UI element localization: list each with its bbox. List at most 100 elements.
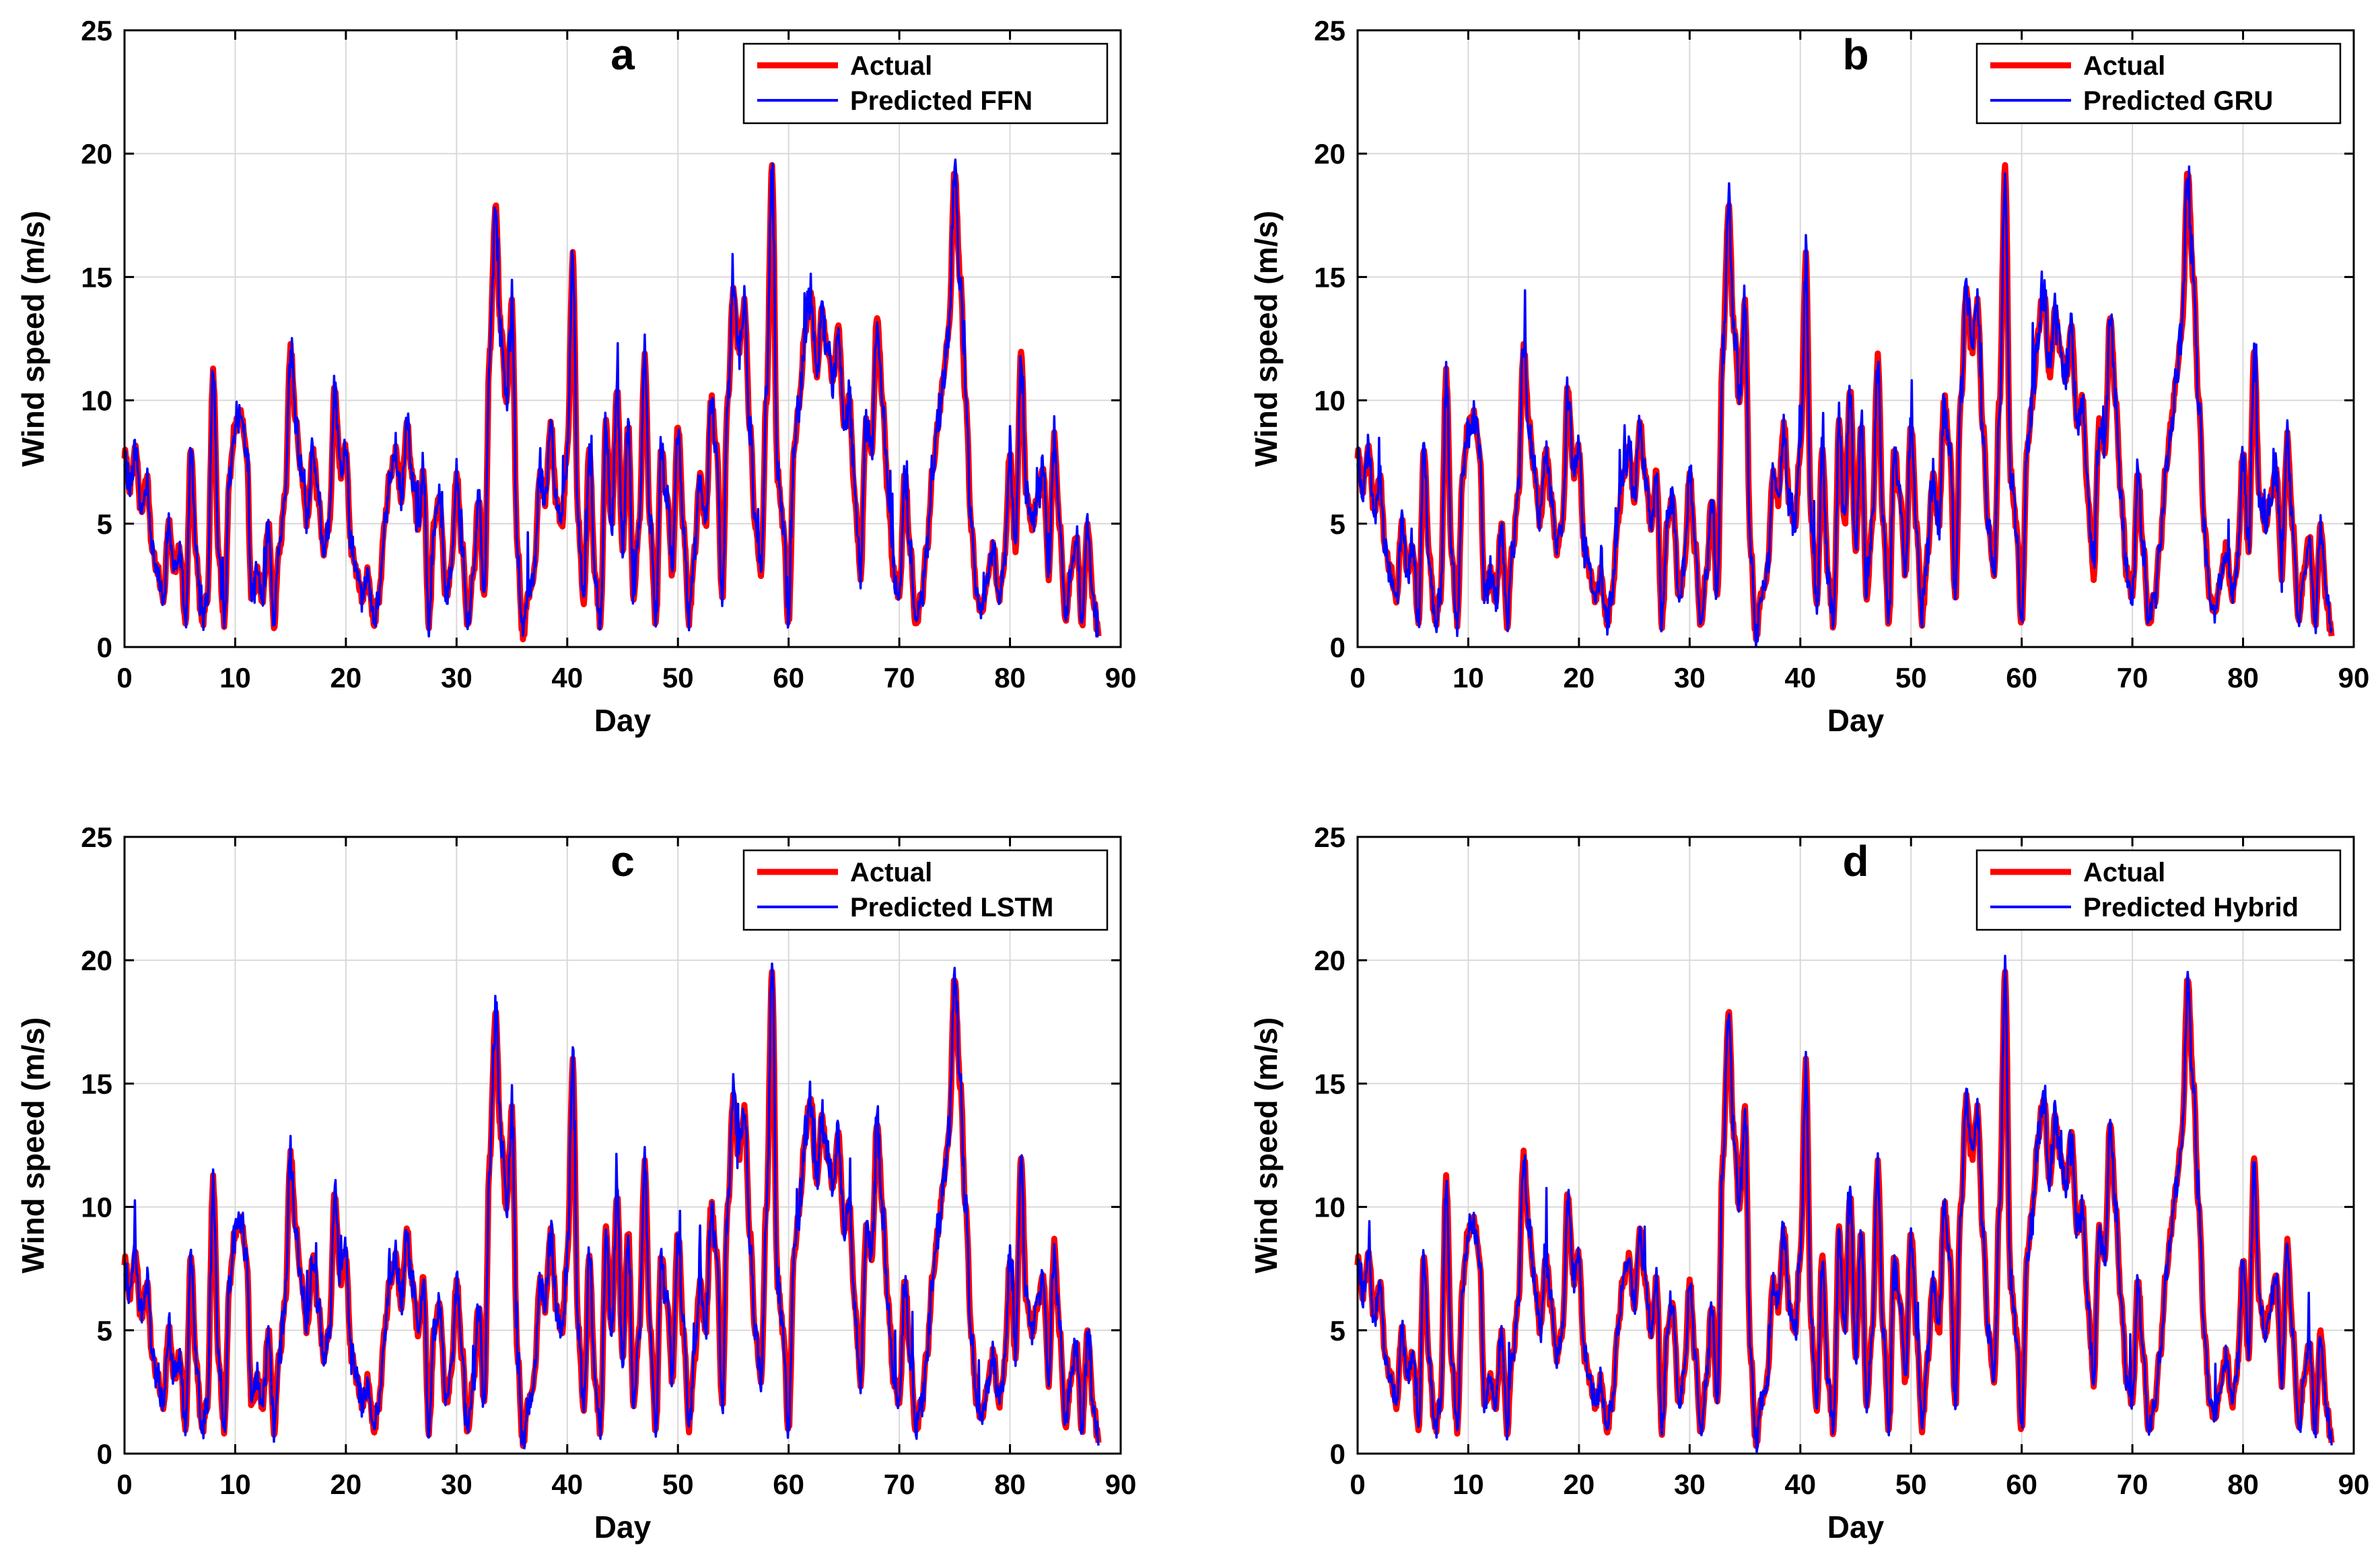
x-tick-label: 90 bbox=[2338, 1468, 2370, 1500]
x-tick-label: 70 bbox=[2117, 1468, 2148, 1500]
y-tick-label: 15 bbox=[81, 1068, 112, 1099]
y-tick-label: 10 bbox=[81, 385, 112, 417]
x-tick-label: 60 bbox=[773, 1468, 804, 1500]
x-tick-label: 60 bbox=[773, 662, 804, 693]
y-tick-label: 10 bbox=[1314, 385, 1345, 417]
y-tick-label: 20 bbox=[81, 138, 112, 170]
y-tick-label: 0 bbox=[97, 1438, 112, 1470]
y-tick-label: 25 bbox=[81, 15, 112, 46]
x-tick-label: 40 bbox=[551, 1468, 583, 1500]
x-axis-title: Day bbox=[594, 703, 652, 738]
x-axis-title: Day bbox=[1827, 1510, 1885, 1545]
y-tick-label: 25 bbox=[81, 821, 112, 853]
y-tick-label: 0 bbox=[1330, 632, 1345, 663]
y-axis-title: Wind speed (m/s) bbox=[15, 1017, 50, 1273]
x-tick-label: 80 bbox=[994, 1468, 1026, 1500]
legend-box bbox=[1975, 42, 2342, 125]
x-tick-label: 0 bbox=[116, 1468, 132, 1500]
x-tick-label: 30 bbox=[441, 1468, 473, 1500]
y-tick-label: 15 bbox=[81, 261, 112, 293]
legend-label-actual: Actual bbox=[850, 51, 932, 81]
x-tick-label: 0 bbox=[1350, 662, 1365, 693]
x-tick-label: 10 bbox=[1452, 662, 1484, 693]
legend-label-predicted: Predicted GRU bbox=[2083, 86, 2273, 116]
x-tick-label: 70 bbox=[884, 662, 915, 693]
x-tick-label: 80 bbox=[2227, 1468, 2259, 1500]
legend-label-predicted: Predicted LSTM bbox=[850, 893, 1053, 922]
x-tick-label: 0 bbox=[116, 662, 132, 693]
x-tick-label: 30 bbox=[441, 662, 473, 693]
panel-label: b bbox=[1842, 30, 1868, 79]
x-tick-label: 30 bbox=[1674, 662, 1706, 693]
x-tick-label: 80 bbox=[2227, 662, 2259, 693]
x-tick-label: 60 bbox=[2006, 1468, 2037, 1500]
axes-frame bbox=[123, 29, 1122, 648]
series-line-predicted bbox=[1356, 165, 2333, 648]
panel-label: c bbox=[610, 837, 635, 885]
legend: Actual Predicted FFN bbox=[742, 42, 1109, 125]
series-line-predicted bbox=[123, 158, 1099, 638]
x-tick-label: 70 bbox=[884, 1468, 915, 1500]
x-tick-label: 40 bbox=[1784, 662, 1816, 693]
series-line-predicted bbox=[123, 962, 1100, 1450]
legend-box bbox=[1975, 849, 2342, 931]
x-tick-label: 40 bbox=[551, 662, 583, 693]
panel-b: 0 10 20 30 40 50 60 70 80 90 0 5 10 15 20 25 Day Wind spe… bbox=[1249, 15, 2369, 738]
x-tick-label: 70 bbox=[2117, 662, 2148, 693]
y-tick-label: 10 bbox=[81, 1192, 112, 1223]
x-tick-label: 0 bbox=[1350, 1468, 1365, 1500]
y-tick-label: 20 bbox=[81, 945, 112, 976]
panel-label: a bbox=[610, 30, 635, 79]
legend: Actual Predicted GRU bbox=[1975, 42, 2342, 125]
x-tick-label: 90 bbox=[1105, 1468, 1137, 1500]
x-tick-label: 10 bbox=[219, 1468, 251, 1500]
x-tick-label: 20 bbox=[330, 662, 362, 693]
legend-label-predicted: Predicted FFN bbox=[850, 86, 1032, 116]
series-line-predicted bbox=[1356, 954, 2333, 1453]
x-axis-title: Day bbox=[1827, 703, 1885, 738]
legend: Actual Predicted Hybrid bbox=[1975, 849, 2342, 931]
x-tick-label: 60 bbox=[2006, 662, 2037, 693]
x-tick-label: 20 bbox=[1564, 1468, 1595, 1500]
x-tick-label: 80 bbox=[994, 662, 1026, 693]
y-tick-label: 20 bbox=[1314, 945, 1345, 976]
x-tick-label: 40 bbox=[1784, 1468, 1816, 1500]
x-tick-label: 90 bbox=[2338, 662, 2370, 693]
y-tick-label: 5 bbox=[97, 508, 112, 540]
x-tick-label: 10 bbox=[219, 662, 251, 693]
x-tick-label: 20 bbox=[330, 1468, 362, 1500]
axes-frame bbox=[1356, 836, 2355, 1455]
y-tick-label: 20 bbox=[1314, 138, 1345, 170]
x-tick-label: 20 bbox=[1564, 662, 1595, 693]
axes-frame bbox=[123, 836, 1122, 1455]
x-tick-label: 90 bbox=[1105, 662, 1137, 693]
legend-box bbox=[742, 849, 1109, 931]
y-axis-title: Wind speed (m/s) bbox=[1249, 1017, 1284, 1273]
x-tick-label: 30 bbox=[1674, 1468, 1706, 1500]
y-axis-title: Wind speed (m/s) bbox=[1249, 211, 1284, 467]
y-tick-label: 5 bbox=[1330, 508, 1345, 540]
legend: Actual Predicted LSTM bbox=[742, 849, 1109, 931]
x-tick-label: 50 bbox=[662, 662, 694, 693]
panel-d: 0 10 20 30 40 50 60 70 80 90 0 5 10 15 20 25 Day Wind spe… bbox=[1249, 821, 2369, 1545]
panel-c: 0 10 20 30 40 50 60 70 80 90 0 5 10 15 20 25 Day Wind spe… bbox=[15, 821, 1136, 1545]
x-tick-label: 50 bbox=[662, 1468, 694, 1500]
y-tick-label: 0 bbox=[1330, 1438, 1345, 1470]
panel-a: 0 10 20 30 40 50 60 70 80 90 0 5 10 15 20 25 Day Wind spe… bbox=[15, 15, 1136, 738]
legend-label-predicted: Predicted Hybrid bbox=[2083, 893, 2299, 922]
legend-label-actual: Actual bbox=[850, 858, 932, 887]
y-axis-title: Wind speed (m/s) bbox=[15, 211, 50, 467]
panel-label: d bbox=[1842, 837, 1868, 885]
y-tick-label: 0 bbox=[97, 632, 112, 663]
y-tick-label: 5 bbox=[97, 1315, 112, 1347]
x-axis-title: Day bbox=[594, 1510, 652, 1545]
y-tick-label: 10 bbox=[1314, 1192, 1345, 1223]
y-tick-label: 15 bbox=[1314, 261, 1345, 293]
x-tick-label: 50 bbox=[1895, 1468, 1927, 1500]
y-tick-label: 25 bbox=[1314, 15, 1345, 46]
legend-label-actual: Actual bbox=[2083, 51, 2165, 81]
x-tick-label: 10 bbox=[1452, 1468, 1484, 1500]
x-tick-label: 50 bbox=[1895, 662, 1927, 693]
axes-frame bbox=[1356, 29, 2355, 648]
